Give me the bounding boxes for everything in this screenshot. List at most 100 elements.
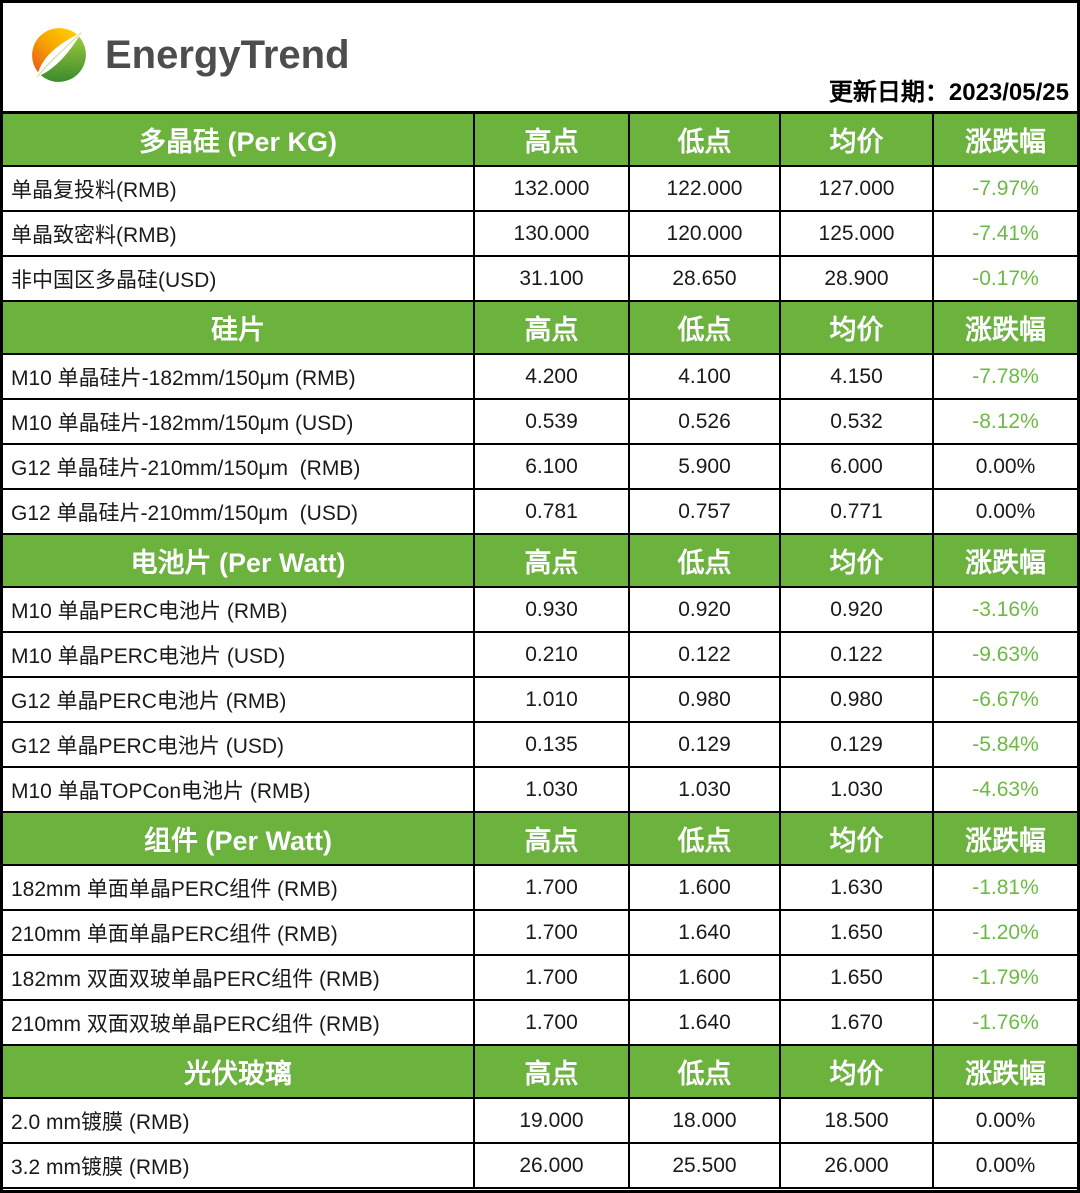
table-row: M10 单晶硅片-182mm/150μm (RMB) 4.200 4.100 4…: [3, 355, 1077, 400]
change-value: 0.00%: [934, 490, 1077, 535]
table-row: 单晶复投料(RMB) 132.000 122.000 127.000 -7.97…: [3, 167, 1077, 212]
column-header-avg: 均价: [781, 1046, 934, 1099]
low-value: 5.900: [630, 445, 781, 490]
column-header-change: 涨跌幅: [934, 813, 1077, 866]
price-table: 多晶硅 (Per KG) 高点 低点 均价 涨跌幅 单晶复投料(RMB) 132…: [3, 111, 1077, 1189]
change-value: -9.63%: [934, 633, 1077, 678]
row-label: 182mm 单面单晶PERC组件 (RMB): [3, 866, 475, 911]
change-value: -6.67%: [934, 678, 1077, 723]
table-row: M10 单晶TOPCon电池片 (RMB) 1.030 1.030 1.030 …: [3, 768, 1077, 813]
change-value: -5.84%: [934, 723, 1077, 768]
column-header-low: 低点: [630, 1046, 781, 1099]
low-value: 122.000: [630, 167, 781, 212]
high-value: 0.539: [475, 400, 630, 445]
low-value: 1.640: [630, 1001, 781, 1046]
change-value: -7.41%: [934, 212, 1077, 257]
change-value: 0.00%: [934, 445, 1077, 490]
table-section: 多晶硅 (Per KG) 高点 低点 均价 涨跌幅 单晶复投料(RMB) 132…: [3, 114, 1077, 302]
section-header-row: 硅片 高点 低点 均价 涨跌幅: [3, 302, 1077, 355]
high-value: 132.000: [475, 167, 630, 212]
column-header-high: 高点: [475, 302, 630, 355]
high-value: 1.010: [475, 678, 630, 723]
avg-value: 0.532: [781, 400, 934, 445]
table-row: 单晶致密料(RMB) 130.000 120.000 125.000 -7.41…: [3, 212, 1077, 257]
row-label: M10 单晶硅片-182mm/150μm (RMB): [3, 355, 475, 400]
low-value: 4.100: [630, 355, 781, 400]
low-value: 0.920: [630, 588, 781, 633]
low-value: 1.640: [630, 911, 781, 956]
change-value: -4.63%: [934, 768, 1077, 813]
column-header-change: 涨跌幅: [934, 302, 1077, 355]
column-header-low: 低点: [630, 813, 781, 866]
high-value: 1.030: [475, 768, 630, 813]
update-date: 更新日期：2023/05/25: [829, 72, 1069, 107]
row-label: 非中国区多晶硅(USD): [3, 257, 475, 302]
section-title: 光伏玻璃: [3, 1046, 475, 1099]
column-header-change: 涨跌幅: [934, 535, 1077, 588]
column-header-high: 高点: [475, 114, 630, 167]
change-value: -0.17%: [934, 257, 1077, 302]
change-value: 0.00%: [934, 1099, 1077, 1144]
update-date-label: 更新日期：: [828, 79, 949, 106]
avg-value: 26.000: [781, 1144, 934, 1189]
column-header-change: 涨跌幅: [934, 114, 1077, 167]
avg-value: 127.000: [781, 167, 934, 212]
change-value: -8.12%: [934, 400, 1077, 445]
row-label: G12 单晶硅片-210mm/150μm (USD): [3, 490, 475, 535]
avg-value: 1.650: [781, 956, 934, 1001]
high-value: 19.000: [475, 1099, 630, 1144]
table-row: 182mm 单面单晶PERC组件 (RMB) 1.700 1.600 1.630…: [3, 866, 1077, 911]
avg-value: 6.000: [781, 445, 934, 490]
column-header-low: 低点: [630, 114, 781, 167]
low-value: 25.500: [630, 1144, 781, 1189]
high-value: 0.210: [475, 633, 630, 678]
brand-name: EnergyTrend: [105, 32, 350, 77]
row-label: 210mm 双面双玻单晶PERC组件 (RMB): [3, 1001, 475, 1046]
section-title: 组件 (Per Watt): [3, 813, 475, 866]
update-date-value: 2023/05/25: [948, 79, 1069, 106]
avg-value: 18.500: [781, 1099, 934, 1144]
table-row: 210mm 双面双玻单晶PERC组件 (RMB) 1.700 1.640 1.6…: [3, 1001, 1077, 1046]
table-section: 电池片 (Per Watt) 高点 低点 均价 涨跌幅 M10 单晶PERC电池…: [3, 535, 1077, 813]
column-header-avg: 均价: [781, 114, 934, 167]
avg-value: 0.122: [781, 633, 934, 678]
row-label: M10 单晶TOPCon电池片 (RMB): [3, 768, 475, 813]
row-label: 3.2 mm镀膜 (RMB): [3, 1144, 475, 1189]
section-title: 电池片 (Per Watt): [3, 535, 475, 588]
section-title: 硅片: [3, 302, 475, 355]
avg-value: 1.630: [781, 866, 934, 911]
table-section: 硅片 高点 低点 均价 涨跌幅 M10 单晶硅片-182mm/150μm (RM…: [3, 302, 1077, 535]
table-row: G12 单晶PERC电池片 (USD) 0.135 0.129 0.129 -5…: [3, 723, 1077, 768]
low-value: 1.600: [630, 866, 781, 911]
change-value: -1.81%: [934, 866, 1077, 911]
low-value: 18.000: [630, 1099, 781, 1144]
avg-value: 28.900: [781, 257, 934, 302]
table-row: M10 单晶硅片-182mm/150μm (USD) 0.539 0.526 0…: [3, 400, 1077, 445]
table-row: 非中国区多晶硅(USD) 31.100 28.650 28.900 -0.17%: [3, 257, 1077, 302]
low-value: 0.129: [630, 723, 781, 768]
change-value: -1.76%: [934, 1001, 1077, 1046]
table-row: 210mm 单面单晶PERC组件 (RMB) 1.700 1.640 1.650…: [3, 911, 1077, 956]
column-header-low: 低点: [630, 302, 781, 355]
section-header-row: 多晶硅 (Per KG) 高点 低点 均价 涨跌幅: [3, 114, 1077, 167]
table-row: G12 单晶硅片-210mm/150μm (RMB) 6.100 5.900 6…: [3, 445, 1077, 490]
column-header-high: 高点: [475, 535, 630, 588]
avg-value: 125.000: [781, 212, 934, 257]
page-header: EnergyTrend 更新日期：2023/05/25: [3, 3, 1077, 111]
low-value: 0.122: [630, 633, 781, 678]
row-label: G12 单晶PERC电池片 (USD): [3, 723, 475, 768]
change-value: -3.16%: [934, 588, 1077, 633]
energytrend-logo-icon: [32, 28, 86, 82]
section-header-row: 组件 (Per Watt) 高点 低点 均价 涨跌幅: [3, 813, 1077, 866]
table-row: 182mm 双面双玻单晶PERC组件 (RMB) 1.700 1.600 1.6…: [3, 956, 1077, 1001]
row-label: M10 单晶PERC电池片 (USD): [3, 633, 475, 678]
low-value: 0.980: [630, 678, 781, 723]
column-header-high: 高点: [475, 1046, 630, 1099]
change-value: 0.00%: [934, 1144, 1077, 1189]
high-value: 1.700: [475, 866, 630, 911]
high-value: 4.200: [475, 355, 630, 400]
column-header-high: 高点: [475, 813, 630, 866]
table-section: 光伏玻璃 高点 低点 均价 涨跌幅 2.0 mm镀膜 (RMB) 19.000 …: [3, 1046, 1077, 1189]
low-value: 120.000: [630, 212, 781, 257]
